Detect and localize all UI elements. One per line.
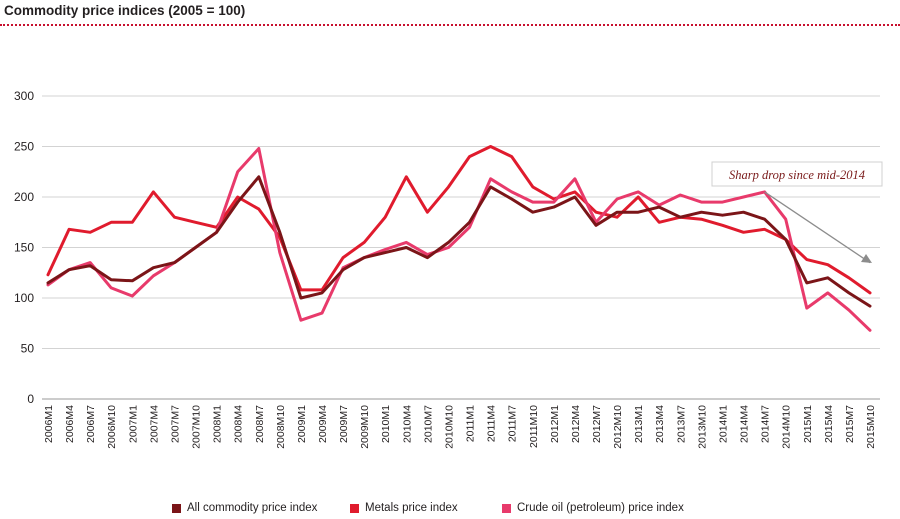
x-tick-label-2006M4: 2006M4 [64,405,76,443]
y-tick-label-100: 100 [14,291,34,305]
y-tick-label-300: 300 [14,89,34,103]
x-tick-label-2015M10: 2015M10 [865,405,877,449]
legend-item-metals: Metals price index [350,502,458,514]
legend-label-all: All commodity price index [187,502,318,514]
legend-item-oil: Crude oil (petroleum) price index [502,502,684,514]
x-tick-label-2011M1: 2011M1 [465,405,477,442]
annotation-text: Sharp drop since mid-2014 [729,168,865,182]
x-tick-label-2009M4: 2009M4 [317,405,329,443]
grid-lines [42,95,880,400]
x-tick-label-2012M4: 2012M4 [570,405,582,443]
x-tick-label-2007M1: 2007M1 [127,405,139,443]
x-tick-label-2013M4: 2013M4 [654,405,666,443]
x-tick-label-2012M10: 2012M10 [612,405,624,449]
y-axis-ticks: 0 50 100 150 200 250 300 [14,89,34,406]
legend-swatch-all [172,503,181,513]
x-tick-label-2015M4: 2015M4 [823,405,835,443]
x-tick-label-2008M7: 2008M7 [254,405,266,443]
y-tick-label-250: 250 [14,140,34,154]
x-tick-label-2009M1: 2009M1 [296,405,308,443]
x-tick-label-2007M10: 2007M10 [191,405,203,449]
legend-swatch-metals [350,503,359,513]
x-axis-ticks: 2006M1 2006M4 2006M7 2006M10 2007M1 2007M4 200… [43,405,877,449]
x-tick-label-2006M7: 2006M7 [85,405,97,443]
series-line-metals [46,145,872,295]
legend-label-metals: Metals price index [365,502,458,514]
y-tick-label-150: 150 [14,241,34,255]
x-tick-label-2009M7: 2009M7 [338,405,350,443]
x-tick-label-2013M10: 2013M10 [696,405,708,449]
annotation-arrow-line [764,191,871,264]
x-tick-label-2006M10: 2006M10 [106,405,118,449]
x-tick-label-2013M1: 2013M1 [633,405,645,443]
x-tick-label-2010M10: 2010M10 [443,405,455,449]
x-tick-label-2008M4: 2008M4 [233,405,245,443]
x-tick-label-2014M10: 2014M10 [781,405,793,449]
legend-item-all: All commodity price index [172,502,317,514]
x-tick-label-2013M7: 2013M7 [675,405,687,443]
x-tick-label-2009M10: 2009M10 [359,405,371,449]
x-tick-label-2012M7: 2012M7 [591,405,603,443]
x-tick-label-2008M1: 2008M1 [212,405,224,443]
x-tick-label-2010M1: 2010M1 [380,405,392,443]
x-tick-label-2012M1: 2012M1 [549,405,561,443]
x-tick-label-2015M7: 2015M7 [844,405,856,443]
chart-title: Commodity price indices (2005 = 100) [4,3,246,18]
x-tick-label-2014M7: 2014M7 [760,405,772,443]
legend: All commodity price index Metals price i… [0,502,900,518]
x-tick-label-2007M7: 2007M7 [169,405,181,443]
x-tick-label-2010M7: 2010M7 [422,405,434,443]
legend-swatch-oil [502,503,511,513]
x-tick-label-2006M1: 2006M1 [43,405,55,443]
x-tick-label-2010M4: 2010M4 [401,405,413,443]
x-tick-label-2014M1: 2014M1 [717,405,729,443]
y-tick-label-0: 0 [27,392,34,406]
legend-label-oil: Crude oil (petroleum) price index [517,502,684,514]
x-tick-label-2014M4: 2014M4 [739,405,751,443]
x-tick-label-2011M10: 2011M10 [528,405,540,448]
x-tick-label-2015M1: 2015M1 [802,405,814,443]
annotation-arrowhead [861,254,872,263]
x-tick-label-2007M4: 2007M4 [148,405,160,443]
x-tick-label-2008M10: 2008M10 [275,405,287,449]
annotation-box [711,161,883,187]
x-tick-label-2011M4: 2011M4 [486,405,498,442]
annotation-group: Sharp drop since mid-2014 [711,161,883,264]
y-tick-label-50: 50 [21,342,35,356]
y-tick-label-200: 200 [14,190,34,204]
series-line-all [46,175,872,308]
series-lines [46,145,872,332]
x-tick-label-2011M7: 2011M7 [507,405,519,442]
title-divider [0,24,900,26]
